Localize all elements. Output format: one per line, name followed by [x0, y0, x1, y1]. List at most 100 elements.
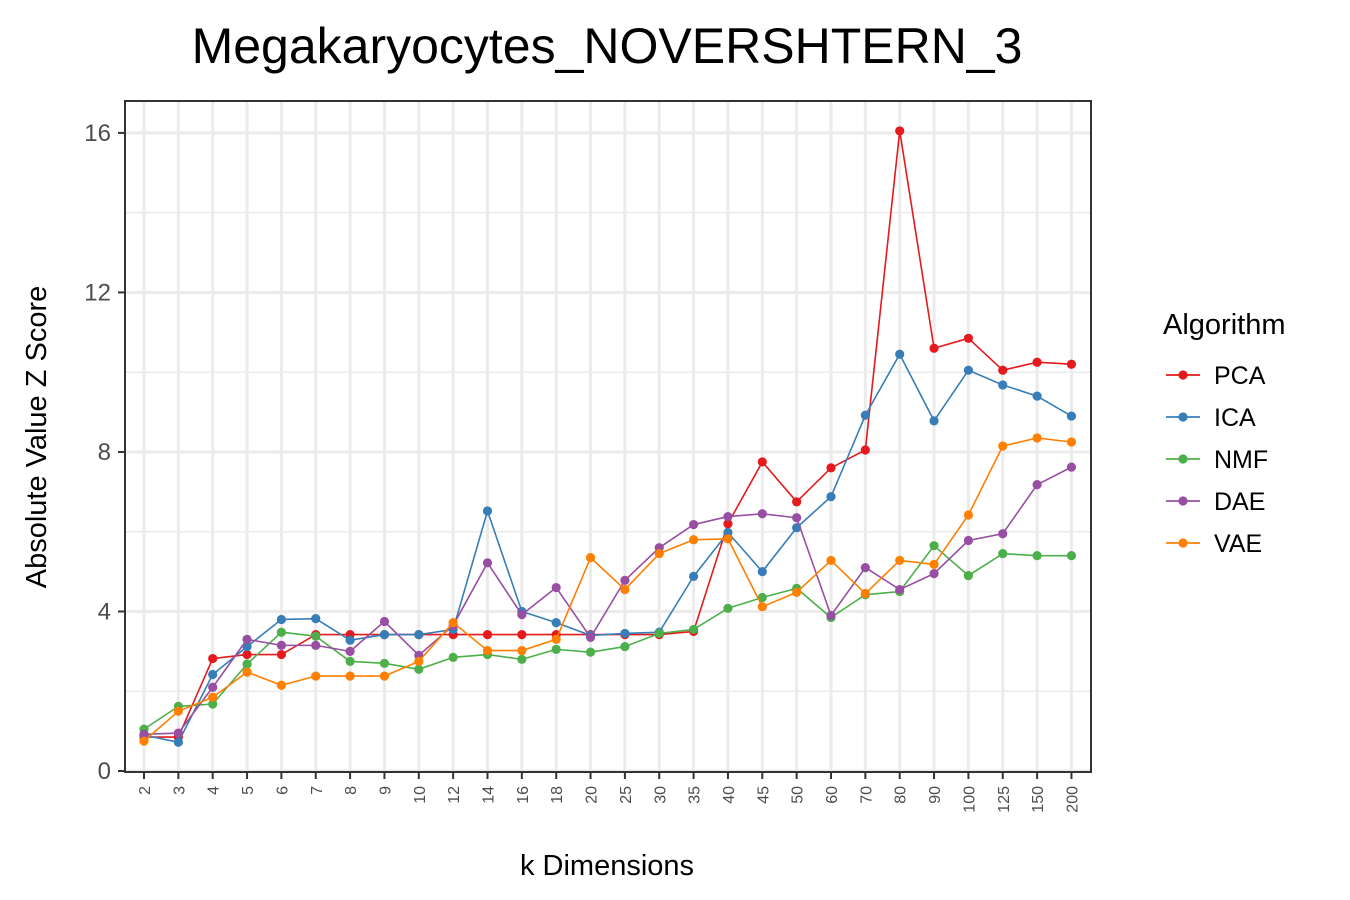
data-point-dae [482, 558, 493, 568]
series-line-ica [143, 353, 1072, 744]
data-point-vae [654, 549, 664, 559]
data-point-dae [792, 513, 802, 523]
data-point-nmf [963, 570, 974, 581]
x-tick-label: 200 [1064, 786, 1081, 813]
data-point-nmf [414, 664, 424, 674]
data-point-ica [895, 349, 905, 359]
data-point-dae [963, 535, 974, 546]
legend-item-pca: PCA [1166, 362, 1266, 390]
data-point-dae [1066, 462, 1077, 472]
data-point-nmf [242, 659, 252, 669]
data-point-vae [173, 706, 183, 716]
series-ica [139, 349, 1077, 747]
legend-label: NMF [1214, 446, 1268, 474]
series-dae [139, 462, 1077, 739]
data-point-ica [414, 630, 424, 640]
x-tick-label: 8 [343, 786, 360, 795]
legend-title: Algorithm [1163, 309, 1286, 341]
data-point-ica [1032, 391, 1042, 401]
legend-key-point [1178, 412, 1188, 422]
data-point-dae [242, 634, 252, 644]
x-tick-label: 18 [549, 786, 566, 804]
data-point-nmf [448, 652, 458, 662]
data-point-dae [276, 640, 286, 650]
data-point-dae [860, 563, 870, 573]
data-point-pca [1032, 357, 1042, 367]
legend-label: ICA [1214, 404, 1256, 432]
data-point-dae [689, 519, 699, 530]
grid-major [125, 101, 1091, 773]
data-point-vae [482, 645, 493, 656]
data-point-nmf [929, 541, 939, 551]
data-point-dae [895, 584, 905, 595]
data-point-nmf [379, 658, 390, 668]
data-point-ica [620, 628, 630, 639]
data-point-ica [998, 380, 1008, 390]
x-tick-label: 60 [824, 786, 841, 804]
data-point-ica [173, 737, 183, 747]
data-point-vae [208, 692, 218, 702]
x-tick-label: 125 [996, 786, 1013, 813]
data-point-ica [208, 669, 218, 680]
legend-key-point [1178, 538, 1188, 548]
legend-item-ica: ICA [1166, 404, 1256, 432]
data-point-pca [242, 649, 252, 660]
plot-background [125, 101, 1091, 772]
data-point-vae [379, 671, 390, 681]
y-tick-label: 16 [84, 120, 111, 147]
x-tick-label: 25 [618, 786, 635, 804]
data-point-vae [345, 671, 355, 681]
data-point-vae [585, 553, 596, 563]
x-tick-label: 4 [206, 786, 223, 795]
data-point-nmf [345, 656, 355, 666]
data-point-nmf [551, 644, 561, 654]
x-tick-label: 150 [1030, 786, 1047, 813]
plot-panel [124, 100, 1092, 773]
x-tick-label: 80 [893, 786, 910, 804]
data-point-pca [963, 333, 974, 343]
data-point-ica [929, 416, 939, 426]
legend-label: VAE [1214, 530, 1262, 558]
legend-key-point [1178, 454, 1188, 464]
legend: Algorithm PCA ICA NMF DAE VAE [1163, 309, 1286, 558]
legend-label: PCA [1214, 362, 1266, 390]
data-point-vae [895, 555, 905, 566]
data-point-vae [1066, 437, 1077, 447]
legend-item-vae: VAE [1166, 530, 1262, 558]
data-point-vae [723, 534, 733, 544]
data-point-pca [826, 463, 836, 473]
data-point-dae [311, 640, 321, 650]
x-tick-label: 50 [790, 786, 807, 804]
data-point-vae [448, 618, 458, 628]
data-point-nmf [654, 628, 664, 639]
data-point-ica [963, 365, 974, 375]
data-point-vae [1032, 433, 1042, 443]
data-point-nmf [311, 631, 321, 641]
data-point-nmf [1032, 551, 1042, 561]
data-point-pca [1066, 359, 1077, 369]
data-point-nmf [1066, 551, 1077, 561]
y-tick-label: 8 [98, 439, 111, 466]
data-point-pca [208, 653, 218, 664]
data-point-nmf [998, 549, 1008, 559]
data-point-pca [723, 519, 733, 529]
data-point-vae [311, 671, 321, 681]
data-point-pca [860, 445, 870, 455]
data-point-nmf [208, 699, 218, 709]
data-point-ica [689, 571, 699, 581]
chart-title: Megakaryocytes_NOVERSHTERN_3 [192, 18, 1023, 74]
data-point-ica [860, 410, 870, 420]
data-point-ica [379, 630, 390, 640]
data-point-dae [208, 682, 218, 692]
x-tick-label: 100 [961, 786, 978, 813]
data-point-ica [311, 614, 321, 624]
data-point-vae [551, 634, 561, 644]
x-tick-label: 30 [652, 786, 669, 804]
legend-key-point [1178, 496, 1188, 506]
data-point-pca [757, 457, 767, 467]
x-tick-label: 20 [584, 786, 601, 804]
data-point-dae [723, 511, 733, 522]
data-point-nmf [585, 647, 596, 657]
data-point-nmf [723, 603, 733, 613]
x-tick-label: 5 [240, 786, 257, 795]
